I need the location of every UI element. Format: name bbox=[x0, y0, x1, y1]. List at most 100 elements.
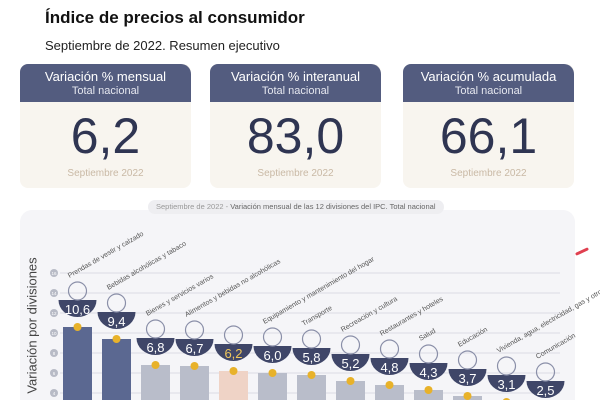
card-value: 6,2 bbox=[70, 108, 141, 164]
card-title: Variación % mensual bbox=[44, 69, 167, 84]
card-title: Variación % acumulada bbox=[420, 69, 557, 84]
data-label: 3,7 bbox=[458, 371, 476, 386]
bar bbox=[414, 390, 443, 400]
bar bbox=[63, 327, 92, 400]
data-label: 6,2 bbox=[224, 346, 242, 361]
bar bbox=[219, 371, 248, 400]
bar bbox=[141, 365, 170, 400]
value-badge bbox=[370, 358, 409, 376]
y-tick-marker bbox=[50, 389, 58, 397]
division-icon bbox=[145, 319, 166, 339]
y-tick-label: 16 bbox=[51, 271, 57, 276]
y-tick-marker bbox=[50, 329, 58, 337]
card-accumulated: Variación % acumulada Total nacional 66,1… bbox=[403, 64, 574, 188]
category-label: Salud bbox=[418, 328, 437, 343]
value-badge bbox=[409, 363, 448, 380]
y-tick-label: 4 bbox=[53, 391, 56, 396]
card-value: 66,1 bbox=[439, 108, 538, 164]
data-label: 3,1 bbox=[497, 377, 515, 392]
bar bbox=[258, 373, 287, 400]
bar-dot bbox=[463, 392, 472, 400]
chart-title: Variación mensual de las 12 divisiones d… bbox=[230, 202, 436, 211]
bar-dot bbox=[268, 369, 277, 377]
data-label: 4,8 bbox=[380, 360, 398, 375]
y-tick-label: 6 bbox=[53, 371, 56, 376]
data-label: 6,7 bbox=[185, 341, 203, 356]
chart-caption: Septiembre de 2022 - Variación mensual d… bbox=[148, 200, 444, 214]
y-tick-marker bbox=[50, 349, 58, 357]
division-icon bbox=[301, 329, 322, 349]
category-label: Bienes y servicios varios bbox=[145, 273, 215, 318]
division-icon bbox=[106, 293, 127, 313]
category-label: Vivienda, agua, electricidad, gas y otro… bbox=[496, 265, 600, 355]
bar bbox=[375, 385, 404, 400]
data-label: 6,0 bbox=[263, 348, 281, 363]
bar-dot bbox=[229, 367, 238, 375]
data-label: 9,4 bbox=[107, 314, 125, 329]
division-icon bbox=[418, 344, 439, 364]
data-label: 2,5 bbox=[536, 383, 554, 398]
card-scope: Total nacional bbox=[454, 85, 523, 97]
division-icon bbox=[223, 325, 244, 345]
y-tick-label: 14 bbox=[51, 291, 57, 296]
page-subtitle: Septiembre de 2022. Resumen ejecutivo bbox=[45, 38, 280, 53]
bar-dot bbox=[424, 386, 433, 394]
division-icon bbox=[340, 335, 361, 355]
chart-caption-period: Septiembre de 2022 bbox=[156, 202, 224, 211]
card-title: Variación % interanual bbox=[230, 69, 361, 84]
value-badge bbox=[253, 346, 292, 363]
division-icon bbox=[379, 339, 400, 359]
y-tick-marker bbox=[50, 269, 58, 277]
bar bbox=[180, 366, 209, 400]
division-icon bbox=[457, 350, 478, 370]
division-icon bbox=[67, 281, 88, 301]
y-tick-marker bbox=[50, 369, 58, 377]
data-label: 5,8 bbox=[302, 350, 320, 365]
card-period: Septiembre 2022 bbox=[257, 168, 334, 179]
category-label: Educación bbox=[457, 326, 489, 348]
y-tick-marker bbox=[50, 309, 58, 317]
data-label: 10,6 bbox=[65, 302, 90, 317]
bar-dot bbox=[385, 381, 394, 389]
category-label: Transporte bbox=[301, 305, 334, 328]
value-badge bbox=[58, 300, 97, 317]
value-badge bbox=[487, 375, 526, 393]
value-badge bbox=[97, 312, 136, 329]
bar bbox=[336, 381, 365, 400]
y-tick-label: 8 bbox=[53, 351, 56, 356]
bar-dot bbox=[346, 377, 355, 385]
division-icon bbox=[496, 356, 517, 376]
bar-dot bbox=[112, 335, 121, 343]
division-icon bbox=[535, 362, 556, 382]
card-period: Septiembre 2022 bbox=[67, 168, 144, 179]
card-yearly: Variación % interanual Total nacional 83,… bbox=[210, 64, 381, 188]
bar-dot bbox=[190, 362, 199, 370]
value-badge bbox=[136, 338, 175, 355]
card-monthly: Variación % mensual Total nacional 6,2 Se… bbox=[20, 64, 191, 188]
bar bbox=[102, 339, 131, 400]
division-icon bbox=[262, 327, 283, 347]
value-badge bbox=[175, 339, 214, 356]
data-label: 5,2 bbox=[341, 356, 359, 371]
card-scope: Total nacional bbox=[71, 85, 140, 97]
page-title: Índice de precios al consumidor bbox=[45, 8, 305, 27]
value-badge bbox=[448, 369, 487, 386]
card-scope: Total nacional bbox=[261, 85, 330, 97]
data-label: 6,8 bbox=[146, 340, 164, 355]
value-badge bbox=[331, 354, 370, 371]
value-badge bbox=[526, 381, 565, 398]
data-label: 4,3 bbox=[419, 365, 437, 380]
value-badge bbox=[214, 344, 253, 361]
category-label: Comunicación bbox=[535, 332, 577, 360]
y-tick-label: 12 bbox=[51, 311, 57, 316]
bar-dot bbox=[151, 361, 160, 369]
bar bbox=[297, 375, 326, 400]
y-tick-marker bbox=[50, 289, 58, 297]
bar-dot bbox=[307, 371, 316, 379]
value-badge bbox=[292, 348, 331, 365]
bar-dot bbox=[73, 323, 82, 331]
card-period: Septiembre 2022 bbox=[450, 168, 527, 179]
division-icon bbox=[184, 320, 205, 340]
card-value: 83,0 bbox=[246, 108, 345, 164]
